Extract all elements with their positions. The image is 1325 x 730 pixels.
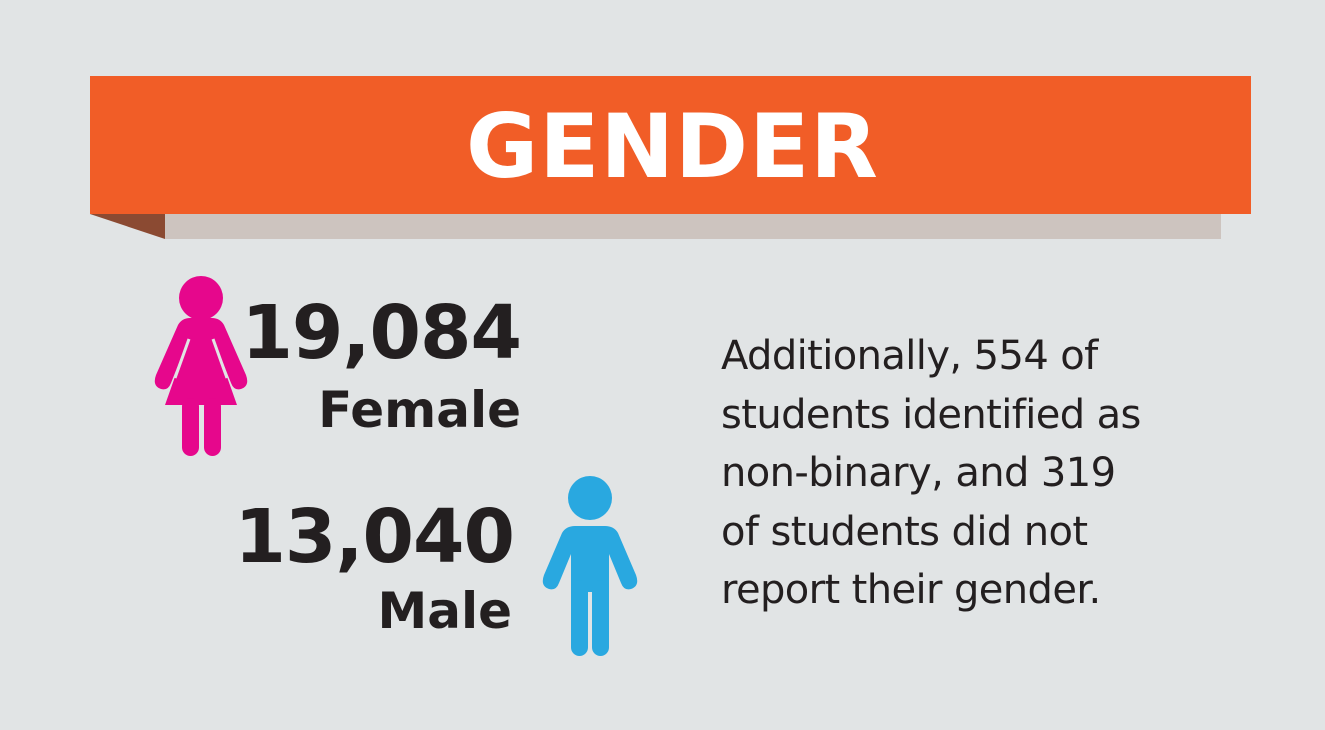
male-person-icon xyxy=(542,476,638,656)
male-count: 13,040 xyxy=(234,494,515,580)
note-line: non-binary, and 319 xyxy=(721,450,1116,496)
additional-note: Additionally, 554 of students identified… xyxy=(721,327,1141,620)
banner-shadow xyxy=(165,214,1221,239)
note-line: of students did not xyxy=(721,508,1088,555)
female-label: Female xyxy=(318,381,521,439)
male-label: Male xyxy=(377,582,512,640)
page-title: GENDER xyxy=(466,95,879,198)
note-line: Additionally, 554 of xyxy=(721,333,1098,379)
banner-fold xyxy=(90,214,165,239)
title-banner: GENDER xyxy=(90,76,1251,214)
female-person-icon xyxy=(154,276,248,456)
note-line: students identified as xyxy=(721,391,1141,438)
note-line: report their gender. xyxy=(721,567,1101,613)
female-count: 19,084 xyxy=(241,290,522,376)
